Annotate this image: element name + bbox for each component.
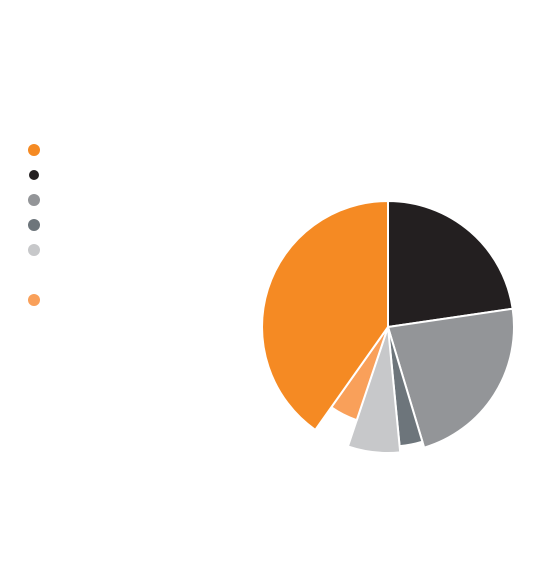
pie-slice-4 (346, 326, 402, 454)
legend-marker-3 (28, 219, 40, 231)
legend-marker-4 (28, 244, 40, 256)
pie-slice-1 (387, 200, 514, 328)
pie-slice-6 (261, 200, 389, 431)
legend (28, 144, 40, 306)
pie-slices (261, 200, 515, 454)
legend-marker-5 (28, 294, 40, 306)
legend-marker-1 (28, 169, 40, 181)
legend-marker-6 (28, 144, 40, 156)
pie-slice-2 (387, 307, 515, 449)
legend-marker-2 (28, 194, 40, 206)
